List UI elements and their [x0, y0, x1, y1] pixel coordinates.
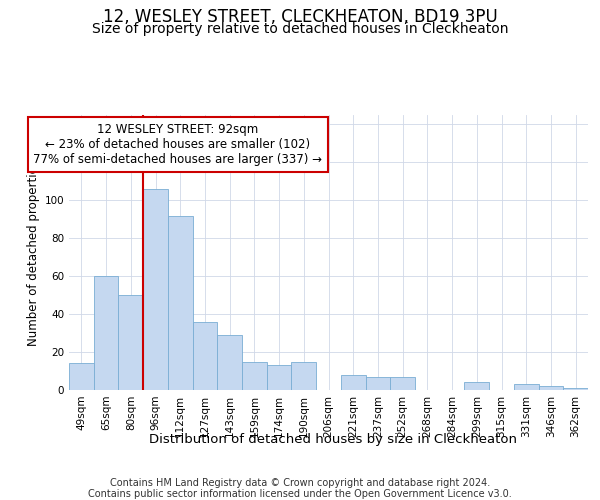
- Bar: [341, 375, 365, 390]
- Bar: [267, 366, 292, 390]
- Bar: [143, 189, 168, 390]
- Bar: [118, 295, 143, 390]
- Bar: [242, 362, 267, 390]
- Bar: [464, 382, 489, 390]
- Bar: [292, 362, 316, 390]
- Text: Size of property relative to detached houses in Cleckheaton: Size of property relative to detached ho…: [92, 22, 508, 36]
- Bar: [539, 386, 563, 390]
- Text: Contains HM Land Registry data © Crown copyright and database right 2024.: Contains HM Land Registry data © Crown c…: [110, 478, 490, 488]
- Text: 12, WESLEY STREET, CLECKHEATON, BD19 3PU: 12, WESLEY STREET, CLECKHEATON, BD19 3PU: [103, 8, 497, 26]
- Bar: [563, 388, 588, 390]
- Bar: [69, 364, 94, 390]
- Bar: [94, 276, 118, 390]
- Text: 12 WESLEY STREET: 92sqm
← 23% of detached houses are smaller (102)
77% of semi-d: 12 WESLEY STREET: 92sqm ← 23% of detache…: [34, 123, 322, 166]
- Bar: [193, 322, 217, 390]
- Y-axis label: Number of detached properties: Number of detached properties: [27, 160, 40, 346]
- Bar: [168, 216, 193, 390]
- Text: Distribution of detached houses by size in Cleckheaton: Distribution of detached houses by size …: [149, 432, 517, 446]
- Bar: [514, 384, 539, 390]
- Text: Contains public sector information licensed under the Open Government Licence v3: Contains public sector information licen…: [88, 489, 512, 499]
- Bar: [217, 335, 242, 390]
- Bar: [365, 376, 390, 390]
- Bar: [390, 376, 415, 390]
